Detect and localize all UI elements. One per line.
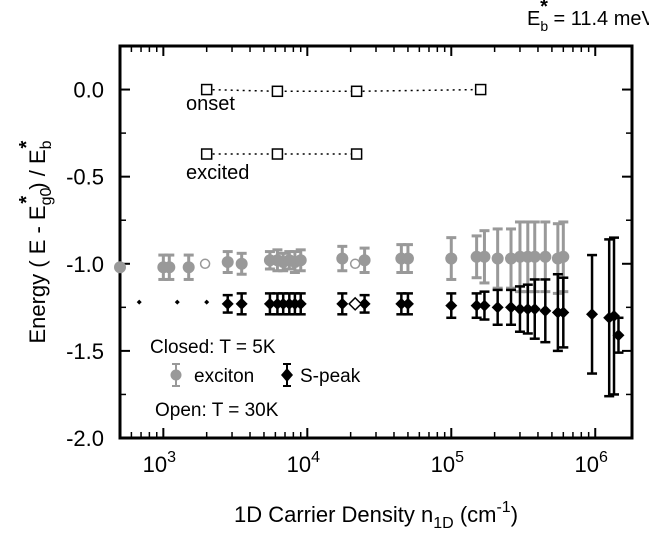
exciton-point <box>528 250 541 263</box>
s-peak-point <box>491 301 504 314</box>
exciton-point <box>491 252 504 265</box>
s-peak-point <box>445 299 458 312</box>
s-peak-point <box>557 306 570 319</box>
s-peak-open-point <box>348 296 363 311</box>
x-tick-label: 103 <box>143 449 176 477</box>
s-peak-point <box>528 303 541 316</box>
s-peak-point <box>221 297 234 310</box>
exciton-point <box>235 257 248 270</box>
y-tick-label: -1.0 <box>66 252 104 277</box>
excited-point <box>200 148 213 160</box>
exciton-open-point <box>349 258 361 270</box>
x-tick-label: 104 <box>287 449 320 477</box>
exciton-point <box>557 250 570 263</box>
onset-point <box>350 85 363 98</box>
s-peak-point <box>612 329 625 342</box>
exciton-point <box>358 254 371 267</box>
y-tick-label: -2.0 <box>66 426 104 451</box>
s-peak-point <box>395 297 408 310</box>
exciton-point <box>114 261 126 274</box>
y-axis-label: Energy ( E - Eg0* ) / Eb* <box>16 140 55 343</box>
exciton-point <box>221 256 234 269</box>
s-peak-point <box>277 297 290 310</box>
legend-speak-label: S-peak <box>300 366 361 387</box>
legend: exciton S-peak <box>170 363 361 387</box>
s-peak-point <box>513 303 526 316</box>
s-peak-point <box>358 297 371 310</box>
s-peak-point <box>174 299 180 305</box>
exciton-point <box>445 252 458 265</box>
exciton-point <box>163 261 176 274</box>
x-tick-label: 105 <box>431 449 464 477</box>
excited-point <box>271 148 284 160</box>
s-peak-point <box>470 299 483 312</box>
exciton-point <box>505 252 518 265</box>
exciton-point <box>336 252 349 265</box>
legend-speak-marker <box>281 368 293 382</box>
exciton-point <box>401 252 414 265</box>
y-tick-label: -0.5 <box>66 165 104 190</box>
exciton-open-point <box>199 258 211 270</box>
y-tick-label: -1.5 <box>66 339 104 364</box>
s-peak-point <box>204 299 210 305</box>
s-peak-point <box>608 310 621 323</box>
annotation-closed: Closed: T = 5K <box>150 337 276 358</box>
legend-exciton-marker <box>170 369 182 381</box>
s-peak-point <box>136 299 142 305</box>
x-tick-label: 106 <box>575 449 608 477</box>
onset-line <box>206 88 481 93</box>
exciton-point <box>182 261 195 274</box>
s-peak-point <box>505 301 518 314</box>
s-peak-point <box>235 297 248 310</box>
y-tick-label: 0.0 <box>73 78 104 103</box>
exciton-point <box>539 250 552 263</box>
onset-point <box>200 83 213 96</box>
annotation-open: Open: T = 30K <box>155 400 279 421</box>
legend-exciton-label: exciton <box>194 366 254 387</box>
exciton-point <box>478 250 491 263</box>
onset-point <box>271 85 284 98</box>
s-peak-point <box>521 303 534 316</box>
annotation-excited: excited <box>186 162 249 184</box>
onset-point <box>474 83 487 96</box>
annotation-onset: onset <box>186 93 235 115</box>
s-peak-point <box>478 299 491 312</box>
s-peak-point <box>539 304 552 317</box>
s-peak-point <box>401 297 414 310</box>
s-peak-point <box>586 308 599 321</box>
chart-marks <box>114 83 625 398</box>
s-peak-point <box>263 297 276 310</box>
axis-ticks: 0.0 -0.5 -1.0 -1.5 -2.0 103 104 105 106 <box>66 46 632 477</box>
s-peak-point <box>294 297 307 310</box>
exciton-point <box>294 254 307 267</box>
header-note: Eb* = 11.4 meV <box>527 0 649 34</box>
s-peak-point <box>336 297 349 310</box>
x-axis-label: 1D Carrier Density n1D (cm-1) <box>234 499 518 532</box>
excited-point <box>350 148 363 160</box>
